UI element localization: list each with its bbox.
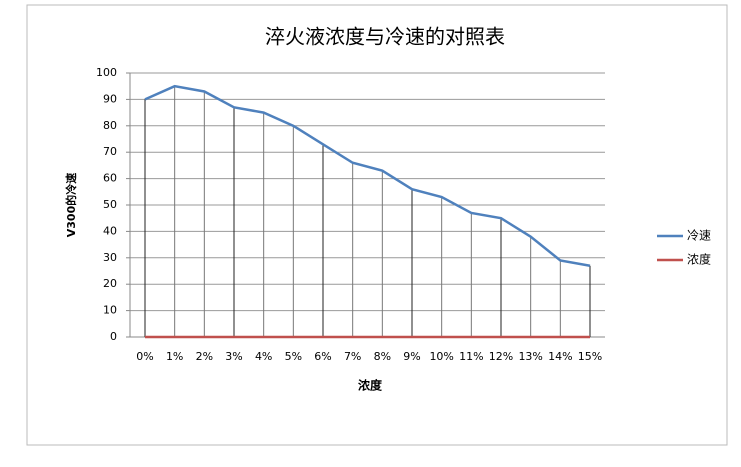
x-tick-label: 7% [344,350,361,363]
x-tick-label: 2% [196,350,213,363]
y-tick-label: 80 [103,119,117,132]
y-tick-label: 50 [103,198,117,211]
x-tick-label: 0% [136,350,153,363]
y-tick-label: 10 [103,304,117,317]
x-tick-label: 6% [314,350,331,363]
y-tick-label: 90 [103,92,117,105]
x-tick-label: 3% [225,350,242,363]
y-tick-label: 0 [110,330,117,343]
x-tick-label: 12% [489,350,513,363]
x-tick-label: 5% [285,350,302,363]
y-tick-label: 70 [103,145,117,158]
x-tick-label: 9% [403,350,420,363]
y-tick-label: 20 [103,277,117,290]
chart-frame [26,4,728,446]
x-tick-label: 4% [255,350,272,363]
x-tick-label: 1% [166,350,183,363]
x-tick-label: 14% [548,350,572,363]
chart-title: 淬火液浓度与冷速的对照表 [265,25,505,49]
x-axis-label: 浓度 [358,378,383,393]
y-tick-label: 40 [103,224,117,237]
series-line [144,84,591,267]
x-tick-label: 8% [374,350,391,363]
x-tick-label: 15% [578,350,602,363]
y-axis-label: V300的冷速 [64,173,78,237]
x-tick-label: 10% [429,350,453,363]
y-tick-label: 30 [103,251,117,264]
x-tick-label: 11% [459,350,483,363]
legend-label: 浓度 [687,252,711,267]
legend-label: 冷速 [687,229,711,243]
y-tick-label: 100 [96,66,117,79]
x-tick-label: 13% [518,350,542,363]
y-tick-label: 60 [103,172,117,185]
